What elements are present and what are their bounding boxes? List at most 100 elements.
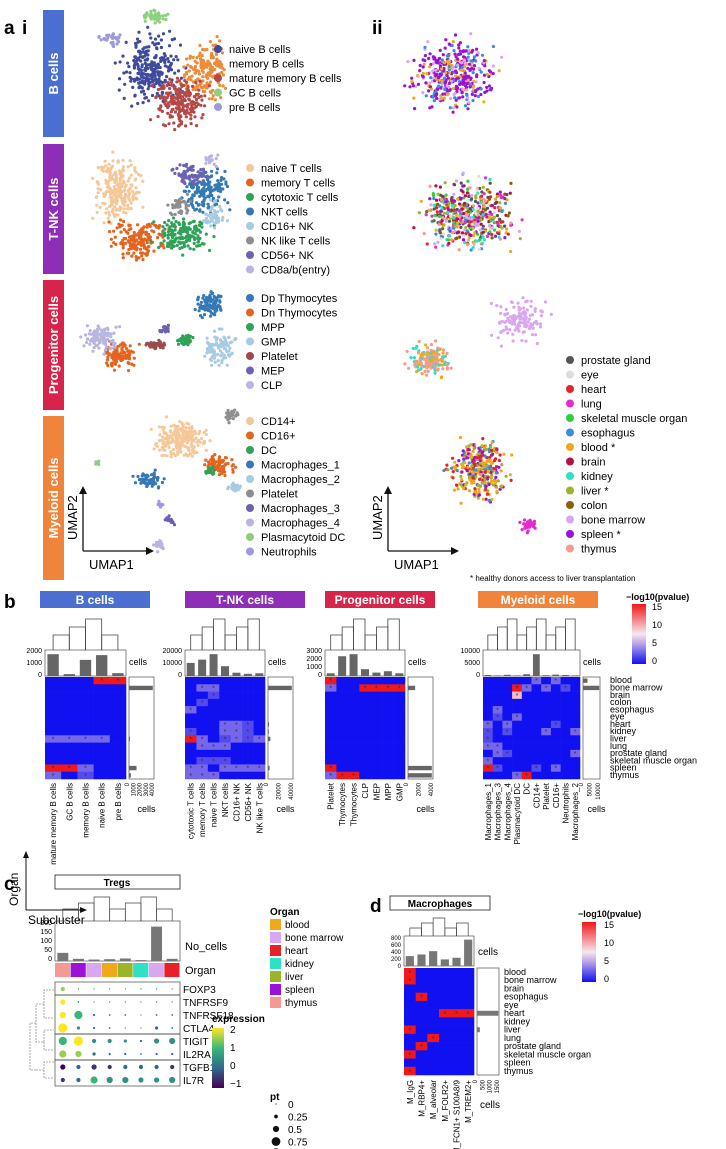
heatmap-cell [242, 742, 254, 751]
heatmap-cell [45, 757, 62, 765]
umap-point [478, 228, 482, 232]
umap-point [477, 493, 481, 497]
umap-point [435, 72, 439, 77]
umap-point [106, 36, 110, 40]
sig-star: * [535, 678, 538, 685]
top-bar [198, 659, 207, 676]
umap-point [119, 193, 123, 197]
umap-point [189, 65, 193, 69]
umap-point [467, 51, 471, 56]
umap-point [421, 65, 425, 69]
umap-point [498, 237, 502, 241]
heatmap-cell [393, 735, 406, 743]
umap-point [226, 462, 230, 466]
umap-point [212, 67, 217, 72]
panel-label-c: c [4, 874, 15, 895]
umap-point [435, 348, 439, 352]
umap-point [434, 228, 438, 232]
umap-point [456, 230, 461, 234]
umap-point [169, 54, 173, 58]
heatmap-cell [347, 764, 360, 773]
umap-point [476, 51, 480, 55]
umap-point [146, 53, 150, 57]
umap-point [226, 201, 230, 205]
umap-point [466, 55, 470, 59]
umap-point [112, 343, 116, 347]
umap-point [207, 161, 211, 165]
sig-star: * [329, 773, 332, 780]
umap-point [176, 101, 180, 105]
umap-point [483, 470, 487, 474]
umap-point [474, 89, 478, 93]
umap-point [177, 114, 181, 118]
heatmap-cell [45, 691, 62, 700]
umap-point [118, 325, 122, 329]
umap-point [225, 363, 229, 367]
umap-point [135, 37, 140, 41]
heatmap-cell [521, 713, 532, 722]
umap-point [135, 248, 139, 252]
umap-point [460, 478, 464, 482]
umap-point [202, 242, 206, 246]
umap-point [218, 39, 222, 43]
umap-point [172, 244, 176, 248]
umap-point [480, 451, 484, 455]
umap-point [522, 330, 526, 334]
heatmap-cell [550, 684, 561, 692]
umap-point [180, 84, 184, 88]
heatmap-cell [207, 720, 220, 729]
umap-point [205, 83, 209, 88]
umap-point [505, 193, 509, 197]
umap-point [485, 72, 489, 76]
sig-star: * [258, 736, 261, 743]
umap-point [480, 444, 484, 448]
colorbar-tick: 5 [652, 638, 657, 648]
umap-point [117, 364, 121, 368]
umap-point [227, 335, 231, 339]
heatmap-cell [77, 742, 94, 751]
umap-point [143, 54, 147, 58]
umap-point [419, 358, 423, 362]
umap-point [532, 519, 537, 523]
legend-label: Dp Thymocytes [261, 293, 338, 305]
umap-point [202, 186, 206, 190]
umap-point [98, 205, 102, 209]
umap-point [455, 469, 459, 473]
umap-point [489, 88, 493, 92]
umap-point [122, 207, 126, 211]
umap-point [132, 244, 136, 248]
legend-label: CLP [261, 380, 282, 392]
umap-point [144, 78, 148, 82]
top-tick: 1000 [26, 660, 42, 667]
umap-point [427, 56, 431, 61]
umap-point [488, 190, 492, 194]
heatmap-cell [541, 764, 552, 773]
umap-point [497, 458, 501, 463]
umap-point [195, 56, 199, 60]
heatmap-cell [45, 720, 62, 729]
sig-star: * [100, 678, 103, 685]
subcluster-label: Thymocytes [350, 783, 359, 826]
umap-point [480, 53, 485, 57]
umap-point [196, 439, 200, 443]
umap-point [215, 464, 219, 468]
umap-point [139, 90, 144, 94]
umap-point [127, 188, 131, 193]
umap-point [509, 249, 513, 254]
umap-point [441, 232, 445, 236]
sig-star: * [212, 685, 215, 692]
umap-point [113, 61, 117, 65]
heatmap-cell [109, 742, 127, 751]
umap-point [126, 179, 130, 183]
heatmap-cell [45, 684, 62, 692]
umap-point [503, 312, 507, 316]
sig-star: * [235, 722, 238, 729]
umap-point [472, 468, 476, 472]
sig-star: * [224, 758, 227, 765]
umap-point [104, 193, 108, 197]
heatmap-cell [61, 757, 78, 765]
right-bar-frame [407, 676, 434, 780]
umap-point [120, 169, 124, 173]
umap-point [439, 237, 443, 241]
